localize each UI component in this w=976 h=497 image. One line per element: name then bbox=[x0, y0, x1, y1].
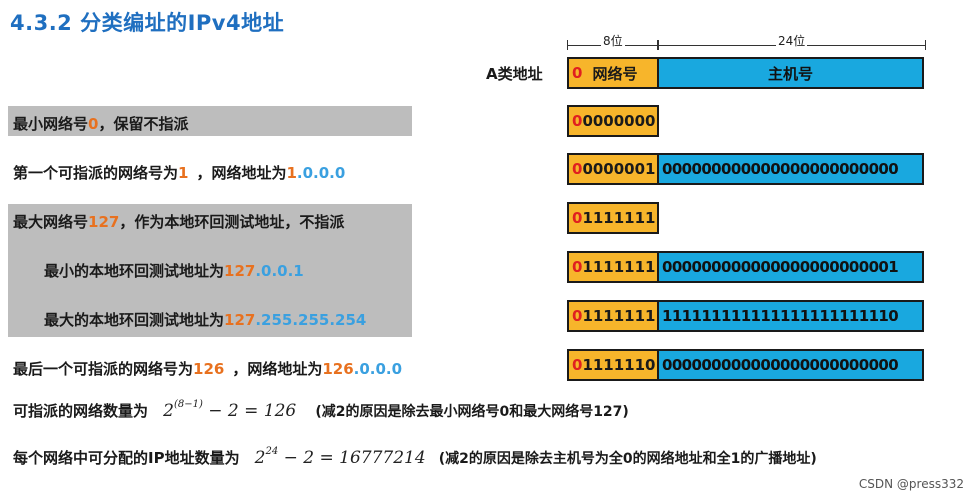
header-host-cell: 主机号 bbox=[657, 57, 924, 89]
row-last-net-text: 最后一个可指派的网络号为126 ，网络地址为126.0.0.0 bbox=[13, 360, 403, 378]
header-net-label: 网络号 bbox=[592, 64, 638, 83]
formula2-label: 每个网络中可分配的IP地址数量为 bbox=[13, 449, 240, 467]
row-max-net-bits: 0 1111111 bbox=[567, 202, 659, 234]
row-first-net-bits: 0 0000001 bbox=[567, 153, 659, 185]
gray-box-loopback bbox=[8, 204, 412, 337]
formula-network-count: 可指派的网络数量为 2(8−1) − 2 = 126 (减2的原因是除去最小网络… bbox=[13, 399, 629, 421]
formula1-label: 可指派的网络数量为 bbox=[13, 402, 149, 420]
row-min-loopback-text: 最小的本地环回测试地址为127.0.0.1 bbox=[44, 262, 304, 280]
row-max-net-text: 最大网络号127，作为本地环回测试地址，不指派 bbox=[13, 213, 345, 231]
row-last-net-bits: 0 1111110 bbox=[567, 349, 659, 381]
header-net-zero: 0 bbox=[572, 64, 583, 82]
formula1-expression: 2(8−1) − 2 = 126 bbox=[163, 399, 297, 421]
row-max-loopback-text: 最大的本地环回测试地址为127.255.255.254 bbox=[44, 311, 367, 329]
header-network-cell: 0 网络号 bbox=[567, 57, 659, 89]
row-first-host-bits: 000000000000000000000000 bbox=[657, 153, 924, 185]
row-last-host-bits: 000000000000000000000000 bbox=[657, 349, 924, 381]
bit-ruler: 8位 24位 bbox=[567, 32, 926, 52]
gray-box-min-net bbox=[8, 106, 412, 136]
formula2-expression: 224 − 2 = 16777214 bbox=[254, 446, 426, 468]
formula1-note: (减2的原因是除去最小网络号0和最大网络号127) bbox=[315, 404, 629, 420]
row-min-loopback-net-bits: 0 1111111 bbox=[567, 251, 659, 283]
footer-credit: CSDN @press332 bbox=[858, 477, 964, 491]
ruler-host-label: 24位 bbox=[776, 32, 808, 49]
row-first-net-text: 第一个可指派的网络号为1 ，网络地址为1.0.0.0 bbox=[13, 164, 346, 182]
row-max-loopback-net-bits: 0 1111111 bbox=[567, 300, 659, 332]
row-min-net-text: 最小网络号0，保留不指派 bbox=[13, 115, 189, 133]
page-title: 4.3.2 分类编址的IPv4地址 bbox=[10, 11, 285, 35]
ruler-net-label: 8位 bbox=[601, 32, 625, 49]
class-a-label: A类地址 bbox=[486, 65, 543, 83]
formula-host-count: 每个网络中可分配的IP地址数量为 224 − 2 = 16777214 (减2的… bbox=[13, 446, 817, 468]
formula2-note: (减2的原因是除去主机号为全0的网络地址和全1的广播地址) bbox=[438, 451, 817, 467]
row-min-loopback-host-bits: 000000000000000000000001 bbox=[657, 251, 924, 283]
header-host-label: 主机号 bbox=[767, 64, 813, 83]
row-min-net-bits: 0 0000000 bbox=[567, 105, 659, 137]
row-max-loopback-host-bits: 111111111111111111111110 bbox=[657, 300, 924, 332]
